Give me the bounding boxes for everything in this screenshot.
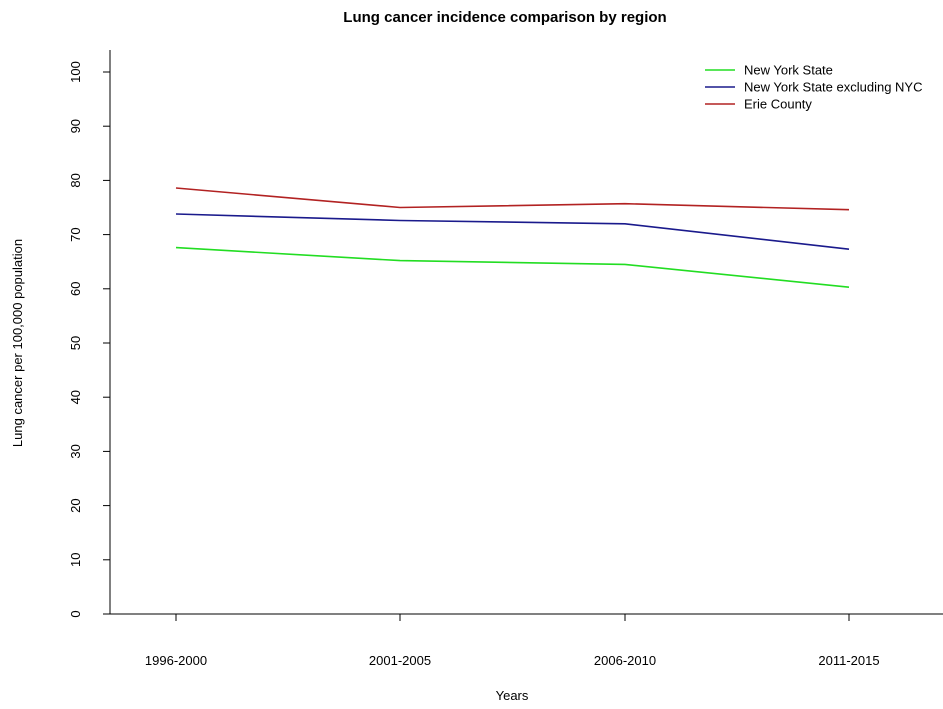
y-tick-label: 20 — [68, 498, 83, 512]
x-axis-title: Years — [496, 688, 529, 703]
x-tick-label: 2006-2010 — [594, 653, 656, 668]
y-tick-label: 60 — [68, 282, 83, 296]
legend: New York State New York State excluding N… — [705, 63, 922, 112]
y-tick-label: 30 — [68, 444, 83, 458]
legend-label: New York State — [744, 63, 833, 78]
series-lines — [175, 187, 850, 288]
y-axis-title: Lung cancer per 100,000 population — [10, 239, 25, 447]
series-line-2 — [175, 187, 850, 211]
y-tick-label: 50 — [68, 336, 83, 350]
x-tick-label: 2011-2015 — [818, 653, 879, 668]
x-tick-label: 1996-2000 — [145, 653, 207, 668]
y-tick-label: 10 — [68, 553, 83, 567]
y-tick-label: 40 — [68, 390, 83, 404]
y-tick-label: 90 — [68, 119, 83, 133]
y-tick-label: 70 — [68, 227, 83, 241]
x-axis-ticks: 1996-2000 2001-2005 2006-2010 2011-2015 — [145, 614, 880, 668]
legend-label: Erie County — [744, 97, 812, 112]
y-tick-label: 0 — [68, 610, 83, 617]
y-tick-label: 80 — [68, 173, 83, 187]
x-tick-label: 2001-2005 — [369, 653, 431, 668]
y-axis-ticks: 0 10 20 30 40 50 60 70 80 90 100 — [68, 61, 110, 618]
legend-label: New York State excluding NYC — [744, 80, 922, 95]
series-line-0 — [175, 246, 850, 288]
series-line-1 — [175, 213, 850, 250]
y-tick-label: 100 — [68, 61, 83, 83]
chart-title: Lung cancer incidence comparison by regi… — [343, 9, 666, 26]
